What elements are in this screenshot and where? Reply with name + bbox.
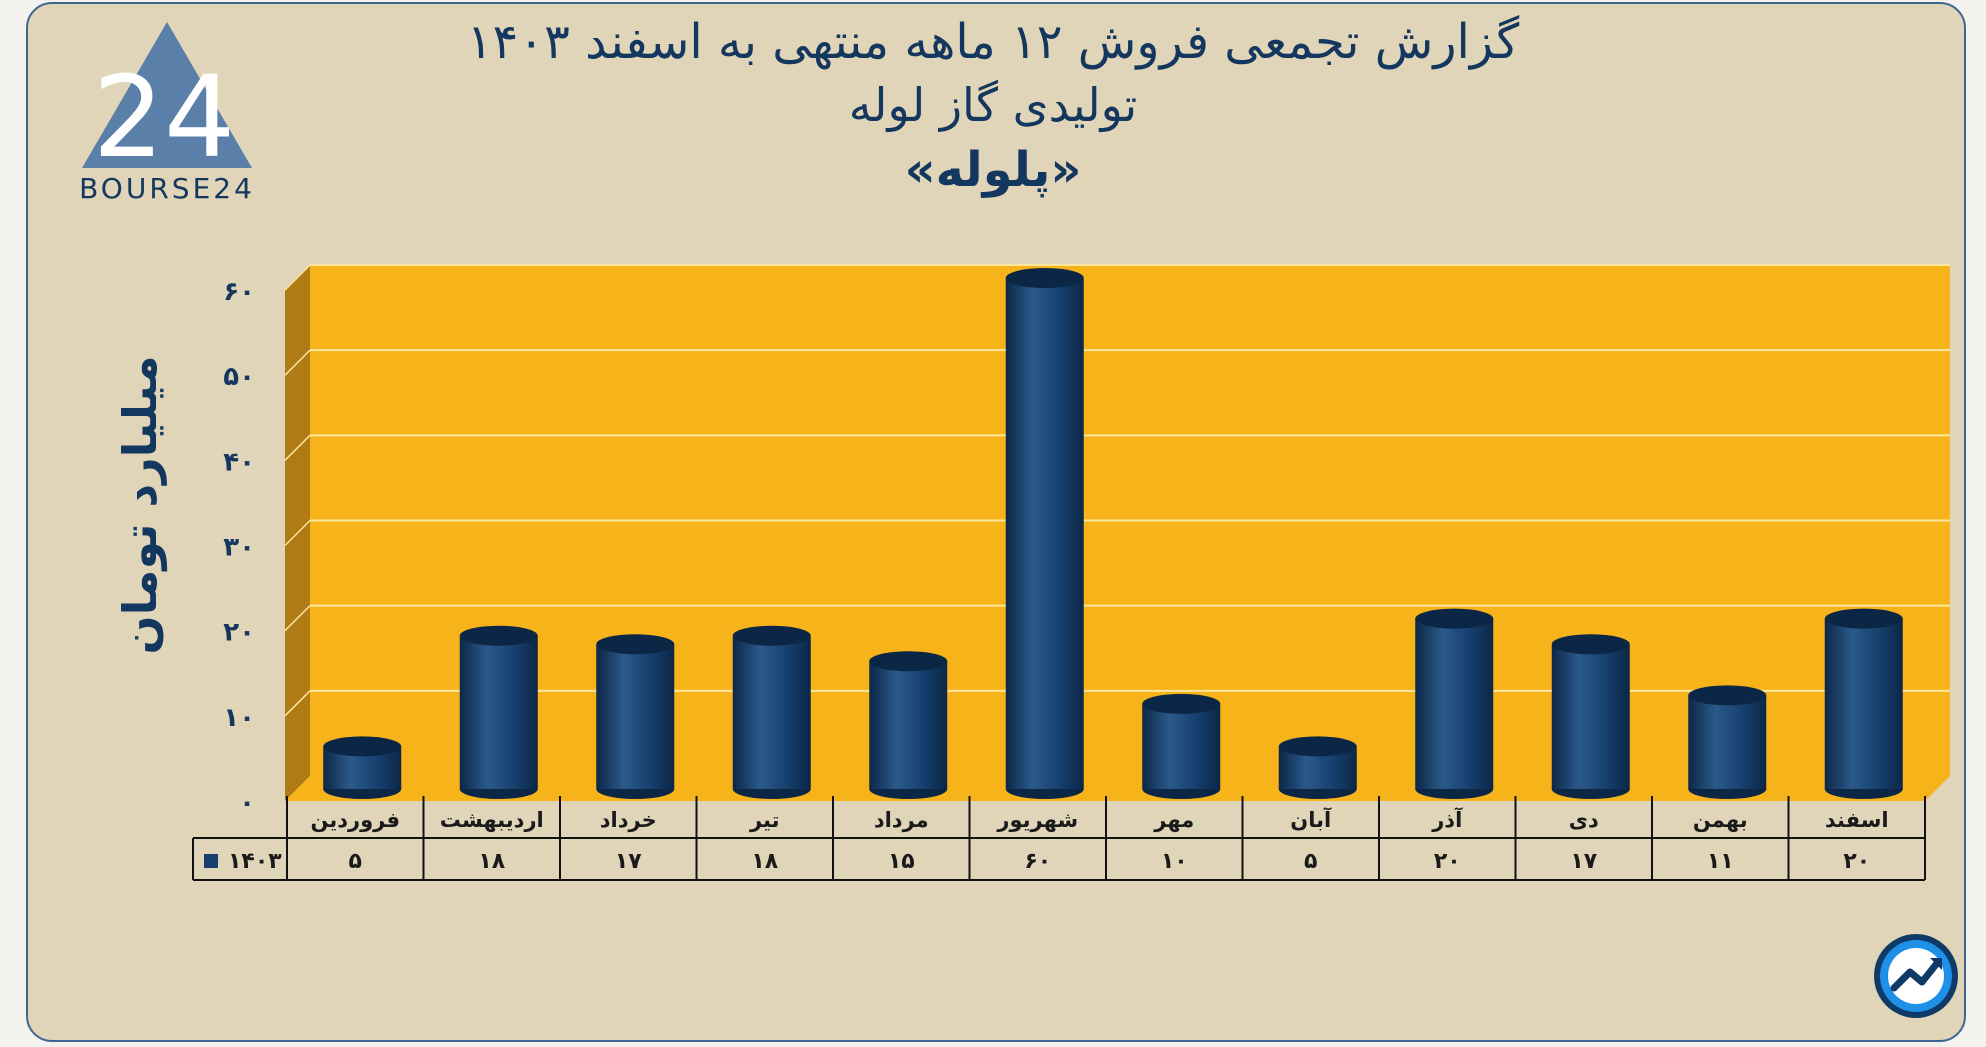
y-tick-label: ۶۰ xyxy=(223,277,255,307)
data-label: ۱۰ xyxy=(1161,849,1188,874)
gridline-side xyxy=(284,264,311,291)
gridline-side xyxy=(284,434,311,461)
x-tick-label: مرداد xyxy=(874,808,929,832)
logo-text: BOURSE24 xyxy=(79,172,255,205)
bar xyxy=(1551,634,1630,799)
x-tick-label: خرداد xyxy=(600,808,657,832)
bar xyxy=(1142,693,1221,799)
data-label: ۱۸ xyxy=(751,849,778,874)
x-tick-label: دی xyxy=(1569,808,1599,832)
bar xyxy=(1824,608,1903,799)
data-label: ۱۱ xyxy=(1707,849,1734,874)
chart-subtitle: تولیدی گاز لوله xyxy=(848,78,1138,132)
bar xyxy=(1688,685,1767,799)
y-tick-label: ۵۰ xyxy=(223,362,255,392)
data-label: ۶۰ xyxy=(1024,849,1051,874)
gridline-side xyxy=(284,605,311,632)
legend-swatch xyxy=(204,854,218,868)
data-label: ۵ xyxy=(349,849,362,874)
data-label: ۲۰ xyxy=(1434,849,1461,874)
data-label: ۱۵ xyxy=(888,849,915,874)
chart-title: گزارش تجمعی فروش ۱۲ ماهه منتهی به اسفند … xyxy=(466,14,1520,70)
data-label: ۱۷ xyxy=(615,849,642,874)
y-tick-label: ۴۰ xyxy=(223,447,255,477)
trend-up-icon[interactable] xyxy=(1872,932,1960,1020)
x-tick-label: مهر xyxy=(1153,808,1194,832)
plot-floor xyxy=(285,776,1950,801)
chart-symbol: «پلوله» xyxy=(904,142,1082,198)
logo-mark: 24 xyxy=(93,53,236,183)
data-label: ۱۸ xyxy=(478,849,505,874)
gridline-side xyxy=(284,690,311,717)
bar xyxy=(1278,736,1357,799)
bourse24-logo: 24 xyxy=(82,22,252,183)
x-tick-label: آذر xyxy=(1431,807,1463,832)
bar xyxy=(1005,268,1084,799)
x-tick-label: فروردین xyxy=(310,808,400,832)
x-tick-label: اسفند xyxy=(1825,808,1889,832)
y-tick-label: ۲۰ xyxy=(223,618,255,648)
y-tick-label: ۰ xyxy=(239,788,255,818)
bar xyxy=(869,651,948,799)
data-label: ۵ xyxy=(1304,849,1317,874)
x-tick-label: آبان xyxy=(1290,807,1332,832)
gridline-side xyxy=(284,349,311,376)
gridline-side xyxy=(284,519,311,547)
legend-series-name: ۱۴۰۳ xyxy=(228,849,282,874)
y-tick-label: ۱۰ xyxy=(223,703,255,733)
bar xyxy=(459,625,538,799)
data-label: ۱۷ xyxy=(1570,849,1597,874)
bar xyxy=(732,625,811,799)
x-tick-label: شهریور xyxy=(996,808,1078,832)
data-label: ۲۰ xyxy=(1843,849,1870,874)
bar xyxy=(1415,608,1494,799)
bar xyxy=(596,634,675,799)
x-tick-label: بهمن xyxy=(1693,808,1748,832)
bar xyxy=(323,736,402,799)
x-tick-label: تیر xyxy=(749,808,780,832)
y-tick-label: ۳۰ xyxy=(223,533,255,563)
x-tick-label: اردیبهشت xyxy=(440,808,544,832)
